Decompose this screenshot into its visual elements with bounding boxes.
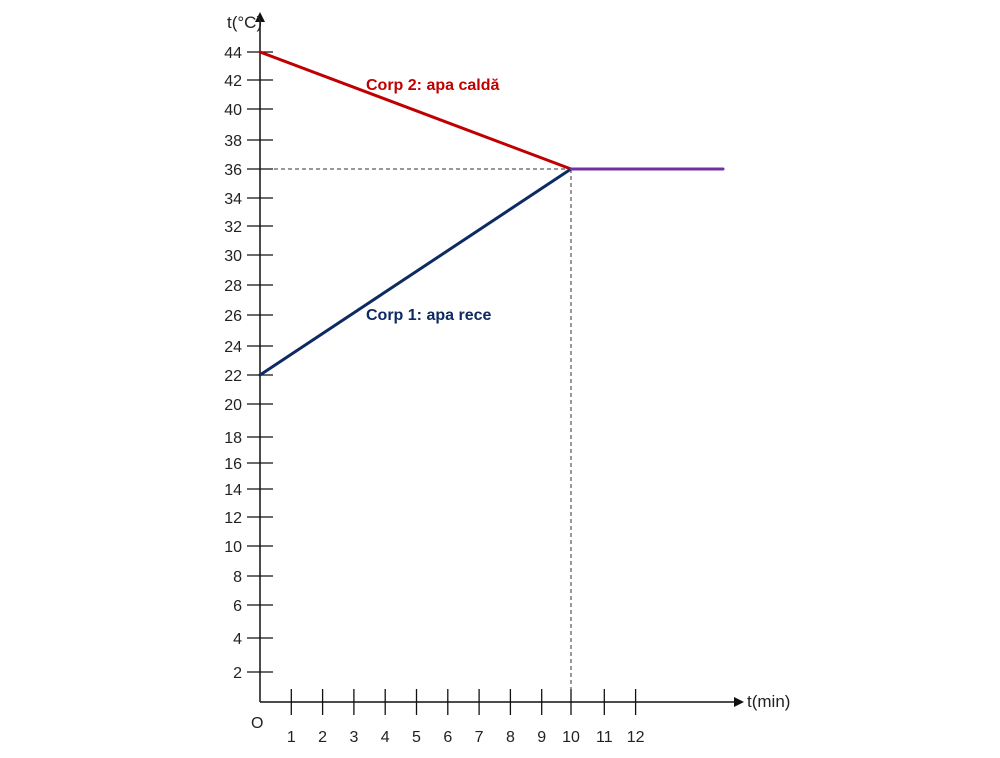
y-tick-label: 34 bbox=[224, 191, 242, 208]
y-tick-label: 24 bbox=[224, 339, 242, 356]
y-tick-label: 20 bbox=[224, 397, 242, 414]
x-tick-label: 12 bbox=[627, 729, 645, 746]
series-label-corp-2: Corp 2: apa caldă bbox=[366, 77, 499, 94]
y-tick-label: 4 bbox=[233, 631, 242, 648]
y-tick-label: 40 bbox=[224, 102, 242, 119]
series-line-corp-2 bbox=[258, 50, 573, 171]
x-tick-label: 2 bbox=[318, 729, 327, 746]
y-tick-label: 18 bbox=[224, 430, 242, 447]
series-line-corp-1 bbox=[258, 167, 573, 377]
y-tick-label: 30 bbox=[224, 248, 242, 265]
y-tick-label: 28 bbox=[224, 278, 242, 295]
y-tick-label: 8 bbox=[233, 569, 242, 586]
x-tick-label: 4 bbox=[381, 729, 390, 746]
y-tick-label: 38 bbox=[224, 133, 242, 150]
x-tick-label: 6 bbox=[443, 729, 452, 746]
x-axis-title: t(min) bbox=[747, 692, 790, 711]
x-ticks: 1 2 3 4 5 6 7 8 9 10 11 12 bbox=[287, 689, 645, 746]
y-tick-label: 26 bbox=[224, 308, 242, 325]
series-label-corp-1: Corp 1: apa rece bbox=[366, 307, 491, 324]
y-tick-label: 22 bbox=[224, 368, 242, 385]
series-lines bbox=[258, 50, 725, 377]
y-tick-label: 14 bbox=[224, 482, 242, 499]
y-tick-label: 10 bbox=[224, 539, 242, 556]
x-tick-label: 8 bbox=[506, 729, 515, 746]
y-tick-label: 44 bbox=[224, 45, 242, 62]
x-tick-label: 7 bbox=[475, 729, 484, 746]
y-tick-label: 42 bbox=[224, 73, 242, 90]
x-tick-label: 11 bbox=[596, 729, 613, 746]
x-tick-label: 10 bbox=[562, 729, 580, 746]
x-tick-label: 3 bbox=[349, 729, 358, 746]
y-axis-title: t(°C) bbox=[227, 13, 262, 32]
equilibrium-guides bbox=[260, 168, 572, 702]
y-tick-label: 32 bbox=[224, 219, 242, 236]
x-tick-label: 1 bbox=[287, 729, 296, 746]
axes bbox=[255, 12, 744, 707]
y-tick-label: 36 bbox=[224, 162, 242, 179]
y-tick-label: 2 bbox=[233, 665, 242, 682]
x-tick-label: 9 bbox=[537, 729, 546, 746]
y-tick-label: 12 bbox=[224, 510, 242, 527]
origin-label: O bbox=[251, 715, 263, 732]
y-tick-label: 6 bbox=[233, 598, 242, 615]
x-tick-label: 5 bbox=[412, 729, 421, 746]
y-tick-label: 16 bbox=[224, 456, 242, 473]
